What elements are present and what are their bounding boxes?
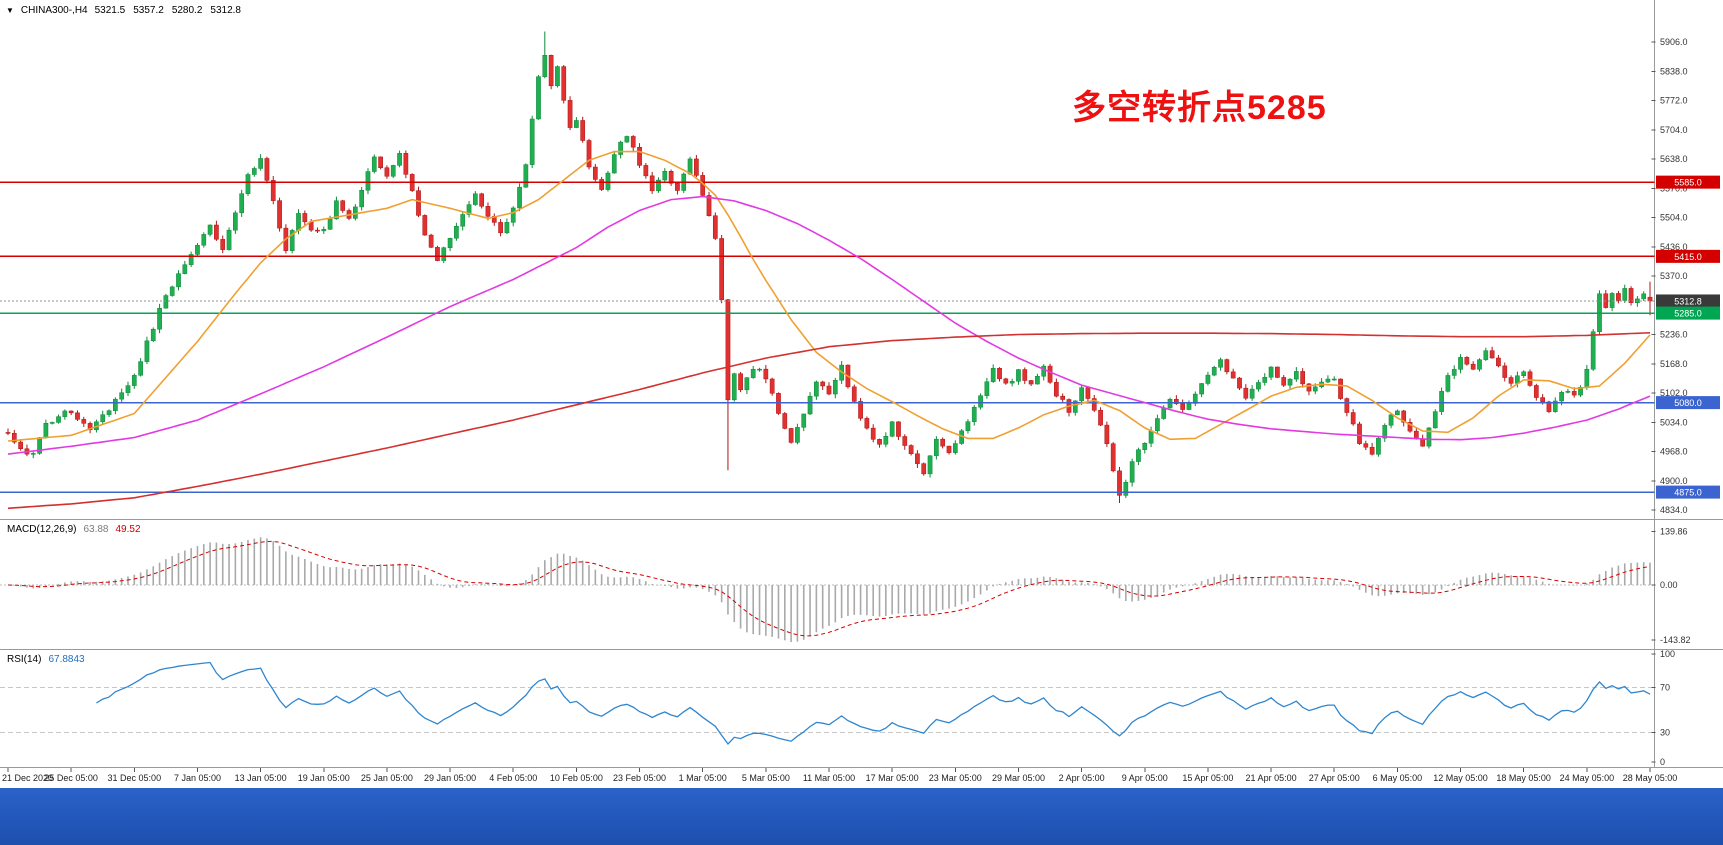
time-tick-label: 27 Apr 05:00 [1309,773,1360,783]
rsi-axis-label: 30 [1660,727,1670,737]
chart-canvas[interactable]: 5906.0 5838.0 5772.0 5704.0 5638.0 5570.0 5504… [0,0,1723,788]
time-tick-label: 5 Mar 05:00 [742,773,790,783]
chart-collapse-icon[interactable]: ▼ [6,5,14,15]
time-tick-label: 11 Mar 05:00 [803,773,855,783]
time-tick-label: 21 Dec 2020 [2,773,53,783]
ohlc-close: 5312.8 [210,5,241,16]
macd-axis-label: 139.86 [1660,526,1688,536]
time-tick-label: 19 Jan 05:00 [298,773,350,783]
time-tick-label: 13 Jan 05:00 [235,773,287,783]
annotation-text: 多空转折点5285 [1072,89,1327,127]
macd-axis-label: -143.82 [1660,635,1691,645]
support-tag-label: 5285.0 [1674,309,1702,319]
time-tick-label: 25 Jan 05:00 [361,773,413,783]
price-tick-label: 5638.0 [1660,154,1688,164]
macd-signal-value: 49.52 [115,524,141,535]
price-tick-label: 5504.0 [1660,213,1688,223]
symbol-timeframe: CHINA300-,H4 [20,5,88,16]
rsi-name: RSI(14) [7,654,42,665]
rsi-panel[interactable]: 100 70 30 0 [0,649,1675,767]
resistance-tag-label: 5585.0 [1674,178,1702,188]
ohlc-values: 5321.5 5357.2 5280.2 5312.8 [95,5,241,16]
time-tick-label: 4 Feb 05:00 [489,773,537,783]
time-tick-label: 21 Apr 05:00 [1246,773,1297,783]
rsi-axis-label: 70 [1660,683,1670,693]
price-tick-label: 4968.0 [1660,447,1688,457]
price-tick-label: 5034.0 [1660,418,1688,428]
time-tick-label: 17 Mar 05:00 [866,773,919,783]
moving-average-lines [7,150,1651,510]
price-level-tags: 5585.0 5415.0 5312.8 5285.0 5080.0 4875.0 [1656,175,1720,499]
time-tick-label: 15 Apr 05:00 [1182,773,1233,783]
time-tick-label: 7 Jan 05:00 [174,773,221,783]
price-tick-label: 5906.0 [1660,37,1688,47]
time-tick-label: 12 May 05:00 [1433,773,1488,783]
macd-axis-label: 0.00 [1660,580,1678,590]
time-tick-label: 6 May 05:00 [1373,773,1423,783]
current-price-tag-label: 5312.8 [1674,296,1702,306]
ma-slow-line [7,332,1651,510]
price-tick-label: 4900.0 [1660,476,1688,486]
time-tick-label: 23 Feb 05:00 [613,773,666,783]
price-tick-label: 5772.0 [1660,96,1688,106]
time-tick-label: 24 May 05:00 [1560,773,1615,783]
time-tick-label: 31 Dec 05:00 [108,773,162,783]
macd-main-value: 63.88 [83,524,109,535]
price-tick-label: 5370.0 [1660,271,1688,281]
price-tick-label: 5236.0 [1660,330,1688,340]
macd-label: MACD(12,26,9) 63.88 49.52 [7,524,141,535]
ohlc-open: 5321.5 [94,5,126,16]
resistance-tag-label: 5415.0 [1674,252,1702,262]
time-tick-label: 2 Apr 05:00 [1059,773,1105,783]
ma-fast-line [7,150,1651,442]
main-chart-panel[interactable] [0,31,1655,510]
rsi-axis-label: 100 [1660,649,1675,659]
time-tick-label: 29 Mar 05:00 [992,773,1045,783]
time-tick-label: 28 May 05:00 [1623,773,1678,783]
price-tick-label: 5168.0 [1660,359,1688,369]
ohlc-low: 5280.2 [171,5,203,16]
time-tick-label: 10 Feb 05:00 [550,773,603,783]
rsi-value: 67.8843 [48,654,85,665]
price-tick-label: 5570.0 [1660,184,1688,194]
macd-name: MACD(12,26,9) [7,524,77,535]
support-tag-label: 5080.0 [1674,398,1702,408]
time-tick-label: 25 Dec 05:00 [44,773,98,783]
time-tick-label: 29 Jan 05:00 [424,773,476,783]
price-scale[interactable]: 5906.0 5838.0 5772.0 5704.0 5638.0 5570.0 5504… [1651,37,1688,515]
price-tick-label: 5436.0 [1660,242,1688,252]
time-tick-label: 1 Mar 05:00 [679,773,727,783]
rsi-axis-label: 0 [1660,757,1665,767]
rsi-label: RSI(14) 67.8843 [7,654,85,665]
time-tick-label: 9 Apr 05:00 [1122,773,1168,783]
ma-mid-line [7,195,1651,455]
time-tick-label: 18 May 05:00 [1496,773,1551,783]
bottom-taskbar [0,788,1723,845]
ohlc-high: 5357.2 [133,5,164,16]
macd-panel[interactable]: 139.86 0.00 -143.82 [0,526,1691,645]
time-tick-label: 23 Mar 05:00 [929,773,982,783]
chart-header: ▼ CHINA300-,H4 5321.5 5357.2 5280.2 5312… [6,5,241,16]
support-tag-label: 4875.0 [1674,488,1702,498]
candlestick-series [5,31,1653,504]
horizontal-level-lines [0,181,1655,493]
price-tick-label: 4834.0 [1660,505,1688,515]
price-tick-label: 5838.0 [1660,67,1688,77]
price-tick-label: 5102.0 [1660,388,1688,398]
price-tick-label: 5704.0 [1660,125,1688,135]
panel-separators [0,0,1723,768]
